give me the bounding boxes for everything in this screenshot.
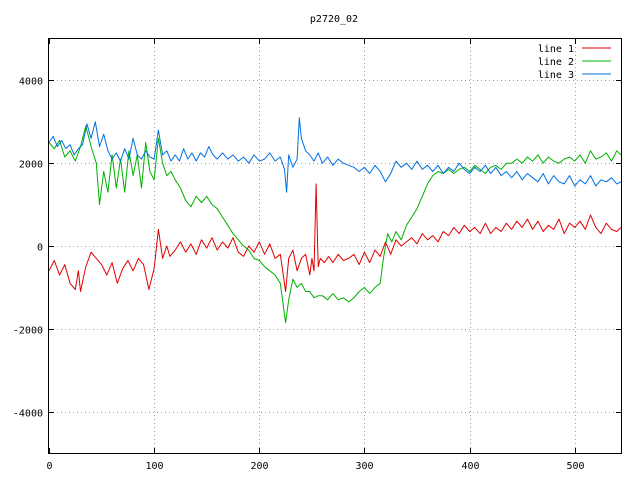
- legend: line 1 line 2 line 3: [538, 44, 611, 81]
- y-tick-label: 2000: [19, 160, 43, 171]
- x-tick-label: 400: [461, 461, 479, 472]
- y-tick-label: 4000: [19, 77, 43, 88]
- x-tick-label: 300: [355, 461, 373, 472]
- series-line-1: [48, 183, 622, 292]
- x-tick-label: 200: [250, 461, 268, 472]
- y-tick-labels: -4000 -2000 0 2000 4000: [13, 77, 43, 420]
- series-line-3: [48, 117, 622, 193]
- plot-frame: [48, 38, 622, 454]
- x-tick-label: 100: [145, 461, 163, 472]
- legend-label: line 2: [538, 57, 574, 68]
- y-tick-label: -4000: [13, 409, 43, 420]
- x-tick-label: 0: [46, 461, 52, 472]
- y-tick-label: -2000: [13, 326, 43, 337]
- tick-marks: [49, 39, 621, 453]
- x-tick-label: 500: [566, 461, 584, 472]
- grid: [49, 39, 621, 453]
- series-group: [48, 117, 622, 324]
- legend-label: line 1: [538, 44, 574, 55]
- y-tick-label: 0: [37, 243, 43, 254]
- chart-title: p2720_02: [310, 14, 358, 25]
- legend-label: line 3: [538, 70, 574, 81]
- series-line-2: [48, 125, 622, 324]
- x-tick-labels: 0 100 200 300 400 500: [46, 461, 584, 472]
